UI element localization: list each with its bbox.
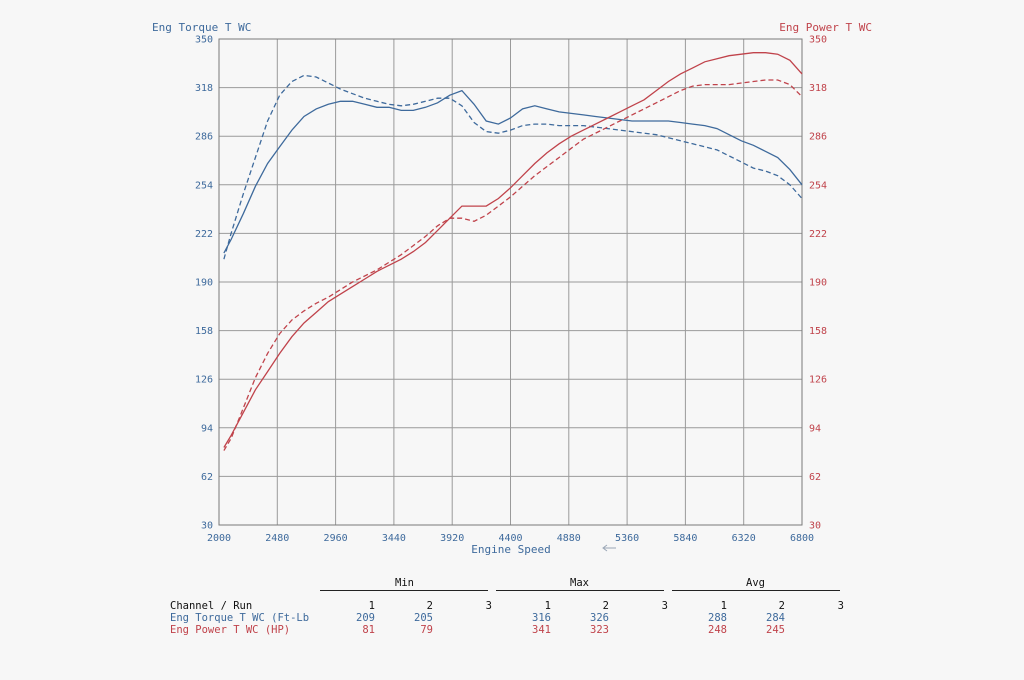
arrow-icon: [602, 544, 616, 552]
y-right-tick-label: 350: [809, 35, 827, 46]
x-tick-label: 4400: [498, 533, 522, 544]
plot-frame: [218, 38, 803, 526]
y-left-tick-label: 190: [195, 278, 213, 289]
chart-grid: [218, 38, 803, 526]
x-tick-label: 5360: [615, 533, 639, 544]
y-left-tick-label: 94: [201, 423, 213, 434]
y-left-tick-label: 158: [195, 326, 213, 337]
chart-ticks: 2000 2480 2960 3440 3920 4400 4880 5360 5840 6320…: [195, 35, 827, 545]
y-left-tick-label: 286: [195, 132, 213, 143]
y-right-tick-label: 254: [809, 180, 827, 191]
x-tick-label: 3440: [382, 533, 406, 544]
x-tick-label: 6800: [790, 533, 814, 544]
y-right-tick-label: 62: [809, 472, 821, 483]
x-axis-title: Engine Speed: [471, 543, 550, 556]
x-tick-label: 2480: [265, 533, 289, 544]
y-axis-left-title: Eng Torque T WC: [152, 21, 251, 34]
y-left-tick-label: 62: [201, 472, 213, 483]
y-left-tick-label: 30: [201, 521, 213, 532]
y-right-tick-label: 222: [809, 229, 827, 240]
series-line-power-run-2: [223, 79, 803, 451]
x-tick-label: 3920: [440, 533, 464, 544]
series-line-torque-run-2: [223, 74, 803, 260]
y-left-tick-label: 222: [195, 229, 213, 240]
x-tick-label: 2960: [324, 533, 348, 544]
y-right-tick-label: 318: [809, 83, 827, 94]
y-right-tick-label: 94: [809, 423, 821, 434]
y-left-tick-label: 254: [195, 180, 213, 191]
chart-series: [223, 52, 803, 451]
y-left-tick-label: 318: [195, 83, 213, 94]
y-right-tick-label: 158: [809, 326, 827, 337]
x-tick-label: 6320: [732, 533, 756, 544]
y-axis-right-title: Eng Power T WC: [779, 21, 872, 34]
y-right-tick-label: 286: [809, 132, 827, 143]
series-line-power-run-1: [223, 52, 803, 448]
y-left-tick-label: 126: [195, 375, 213, 386]
y-right-tick-label: 190: [809, 278, 827, 289]
x-tick-label: 5840: [673, 533, 697, 544]
series-line-torque-run-1: [223, 89, 803, 254]
x-tick-label: 4880: [557, 533, 581, 544]
x-tick-label: 2000: [207, 533, 231, 544]
y-right-tick-label: 126: [809, 375, 827, 386]
y-left-tick-label: 350: [195, 35, 213, 46]
y-right-tick-label: 30: [809, 521, 821, 532]
